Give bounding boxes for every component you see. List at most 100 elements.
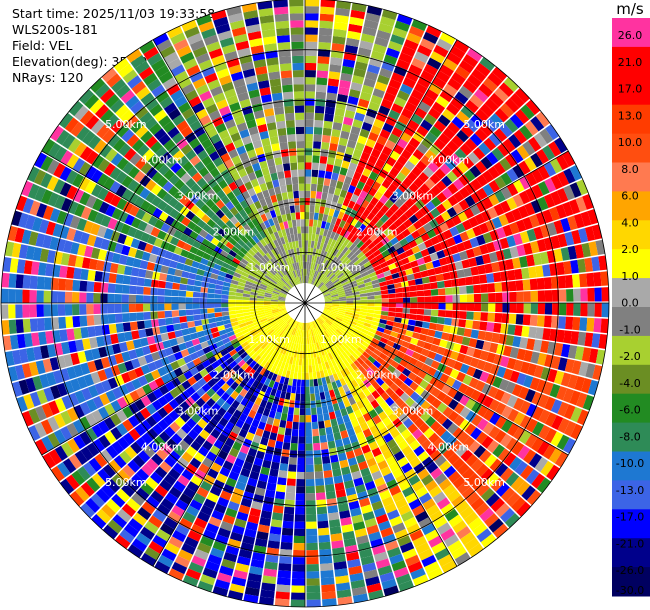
ppi-gate bbox=[316, 506, 328, 515]
ppi-gate bbox=[328, 512, 340, 521]
ppi-gate bbox=[272, 150, 282, 159]
ppi-gate bbox=[272, 381, 280, 390]
ppi-gate bbox=[359, 243, 368, 252]
ppi-gate bbox=[177, 457, 189, 469]
ppi-gate bbox=[366, 202, 375, 212]
ppi-gate bbox=[523, 349, 533, 363]
ppi-gate bbox=[520, 104, 535, 120]
ppi-gate bbox=[234, 212, 243, 222]
ppi-gate bbox=[340, 369, 347, 378]
ppi-gate bbox=[456, 242, 466, 253]
ppi-gate bbox=[384, 208, 394, 219]
ppi-gate bbox=[66, 328, 75, 341]
ppi-gate bbox=[488, 193, 500, 206]
ppi-gate bbox=[329, 179, 338, 188]
ppi-gate bbox=[189, 246, 199, 255]
ppi-gate bbox=[177, 155, 189, 167]
ppi-gate bbox=[516, 145, 530, 160]
ppi-gate bbox=[473, 293, 482, 303]
ppi-gate bbox=[238, 322, 247, 328]
ppi-gate bbox=[66, 407, 79, 422]
ppi-gate bbox=[271, 512, 283, 521]
ppi-gate bbox=[77, 376, 88, 390]
ppi-gate bbox=[405, 234, 415, 243]
ppi-gate bbox=[185, 236, 196, 246]
ppi-gate bbox=[409, 204, 420, 214]
ppi-gate bbox=[282, 323, 288, 330]
ppi-gate bbox=[318, 363, 324, 372]
ppi-gate bbox=[499, 355, 510, 368]
colorbar-segment bbox=[612, 393, 650, 424]
ppi-gate bbox=[154, 359, 164, 369]
ppi-gate bbox=[173, 201, 185, 212]
ppi-gate bbox=[460, 124, 474, 138]
ppi-gate bbox=[306, 556, 319, 565]
ppi-gate bbox=[280, 391, 287, 399]
ppi-gate bbox=[403, 516, 418, 529]
ppi-gate bbox=[484, 513, 499, 528]
ppi-gate bbox=[352, 202, 361, 212]
ppi-gate bbox=[197, 418, 208, 429]
ppi-gate bbox=[499, 200, 511, 213]
ppi-gate bbox=[332, 224, 339, 233]
colorbar-segment bbox=[612, 451, 650, 481]
ppi-gate bbox=[585, 363, 596, 379]
ppi-gate bbox=[40, 345, 50, 359]
ppi-gate bbox=[327, 316, 335, 322]
ppi-gate bbox=[325, 280, 332, 286]
ppi-gate bbox=[563, 330, 573, 344]
ppi-gate bbox=[353, 300, 361, 303]
ppi-gate bbox=[266, 234, 274, 243]
ppi-gate bbox=[82, 338, 91, 350]
ppi-gate bbox=[159, 479, 173, 492]
ppi-gate bbox=[373, 313, 381, 319]
ppi-gate bbox=[499, 123, 513, 138]
ppi-gate bbox=[309, 322, 313, 330]
ppi-gate bbox=[327, 157, 335, 166]
ppi-gate bbox=[375, 377, 385, 387]
ppi-gate bbox=[253, 110, 265, 120]
ppi-gate bbox=[74, 390, 86, 404]
ppi-gate bbox=[318, 427, 326, 436]
ppi-gate bbox=[364, 238, 373, 247]
ppi-gate bbox=[172, 462, 185, 475]
ppi-gate bbox=[357, 205, 366, 215]
ppi-gate bbox=[224, 88, 237, 99]
ppi-gate bbox=[174, 329, 183, 338]
ppi-gate bbox=[420, 327, 429, 336]
ppi-gate bbox=[233, 33, 248, 44]
ppi-gate bbox=[194, 280, 202, 287]
ppi-gate bbox=[356, 54, 370, 64]
ppi-gate bbox=[297, 343, 301, 352]
ppi-gate bbox=[60, 197, 73, 212]
ppi-gate bbox=[186, 220, 197, 231]
ppi-gate bbox=[226, 95, 239, 106]
ppi-gate bbox=[151, 411, 163, 423]
ppi-gate bbox=[265, 290, 273, 295]
ppi-gate bbox=[334, 568, 349, 577]
ppi-gate bbox=[345, 292, 353, 297]
ppi-gate bbox=[367, 64, 381, 75]
ppi-gate bbox=[457, 431, 470, 444]
ppi-gate bbox=[247, 187, 256, 197]
ppi-gate bbox=[372, 544, 386, 556]
ppi-gate bbox=[326, 193, 334, 202]
ppi-gate bbox=[508, 280, 517, 292]
ppi-gate bbox=[59, 265, 68, 278]
ppi-gate bbox=[85, 114, 100, 130]
ppi-gate bbox=[360, 296, 368, 300]
ppi-gate bbox=[441, 332, 450, 341]
ppi-gate bbox=[329, 287, 337, 292]
ppi-gate bbox=[293, 277, 298, 285]
ppi-gate bbox=[323, 207, 330, 215]
ppi-gate bbox=[371, 215, 380, 225]
ppi-gate bbox=[144, 98, 159, 111]
ppi-gate bbox=[250, 352, 259, 361]
ppi-gate bbox=[84, 94, 100, 110]
ppi-gate bbox=[321, 591, 337, 600]
ppi-gate bbox=[15, 319, 24, 334]
ppi-gate bbox=[308, 226, 313, 234]
ppi-gate bbox=[286, 213, 292, 221]
ppi-gate bbox=[321, 141, 330, 150]
ppi-gate bbox=[281, 534, 293, 543]
